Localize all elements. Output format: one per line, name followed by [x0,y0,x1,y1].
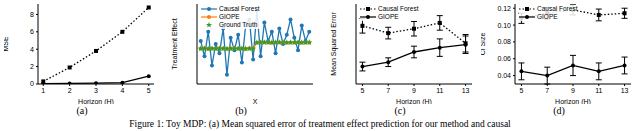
svg-text:13: 13 [621,87,629,94]
svg-text:5: 5 [519,87,523,94]
html-text:GIOPE: GIOPE [378,13,399,20]
svg-text:13: 13 [462,87,470,94]
html-text:(b): (b) [235,105,247,116]
svg-text:0.10: 0.10 [497,22,511,29]
svg-text:9: 9 [571,87,575,94]
svg-text:9: 9 [412,87,416,94]
svg-text:0.06: 0.06 [497,55,511,62]
svg-text:3: 3 [94,87,98,94]
svg-text:0.04: 0.04 [497,72,511,79]
svg-text:Mean Squared Error: Mean Squared Error [330,12,338,76]
svg-text:0.08: 0.08 [497,38,511,45]
svg-text:Horizon (H): Horizon (H) [396,98,432,104]
svg-text:Horizon (H): Horizon (H) [78,98,114,104]
svg-text:11: 11 [436,87,443,94]
html-text:GIOPE: GIOPE [219,13,240,20]
svg-text:7: 7 [386,87,390,94]
html-text:(a): (a) [76,105,88,116]
svg-text:Treatment Effect: Treatment Effect [171,18,178,69]
svg-text:8: 8 [30,11,34,18]
html-text:Causal Forest: Causal Forest [378,5,419,12]
svg-text:4: 4 [30,46,34,53]
svg-text:4: 4 [120,87,124,94]
svg-text:2: 2 [68,87,72,94]
svg-text:0: 0 [30,80,34,87]
html-text:Figure 1: Toy MDP: (a) Mean sq: Figure 1: Toy MDP: (a) Mean squared erro… [129,119,511,129]
svg-text:6: 6 [30,28,34,35]
svg-text:0.12: 0.12 [497,5,511,12]
html-text:Ground Truth: Ground Truth [219,21,258,28]
html-text:GIOPE: GIOPE [537,13,558,20]
html-text:Causal Forest: Causal Forest [219,5,260,12]
svg-text:11: 11 [595,87,602,94]
svg-text:7: 7 [545,87,549,94]
html-text:(c): (c) [394,105,406,116]
svg-text:MSE: MSE [8,36,9,52]
html-text:(d): (d) [553,105,565,116]
svg-text:2: 2 [30,63,34,70]
svg-text:5: 5 [147,87,151,94]
svg-text:1: 1 [41,87,45,94]
svg-text:CI Size: CI Size [481,33,486,56]
svg-text:5: 5 [360,87,364,94]
svg-text:X: X [253,98,258,104]
svg-text:Horizon (H): Horizon (H) [555,98,591,104]
html-text:Causal Forest: Causal Forest [537,5,578,12]
